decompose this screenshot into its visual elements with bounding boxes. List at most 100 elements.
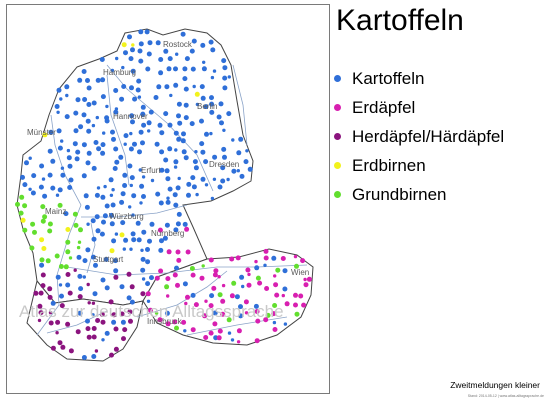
survey-dot <box>100 319 106 325</box>
survey-dot <box>158 247 164 253</box>
survey-dot <box>167 186 173 192</box>
survey-dot <box>30 221 36 227</box>
survey-dot <box>220 165 226 171</box>
survey-dot <box>239 173 245 179</box>
survey-dot <box>56 87 62 93</box>
survey-dot <box>83 193 89 199</box>
survey-dot <box>135 220 141 226</box>
survey-dot <box>234 294 240 300</box>
survey-dot <box>294 263 299 269</box>
survey-dot <box>175 282 180 288</box>
survey-dot <box>42 214 48 220</box>
survey-dot <box>92 291 98 297</box>
survey-dot <box>209 293 215 299</box>
survey-dot <box>203 159 209 165</box>
survey-dot <box>110 129 115 135</box>
dialect-map[interactable]: Atlas zur deutschen Alltagssprache Rosto… <box>7 5 329 393</box>
survey-dot <box>120 319 126 325</box>
survey-dot <box>213 335 219 341</box>
survey-dot <box>167 122 173 128</box>
survey-dot <box>54 104 60 109</box>
survey-dot <box>102 131 106 135</box>
survey-dot <box>130 231 136 237</box>
survey-dot <box>149 275 154 281</box>
survey-dot <box>127 163 133 169</box>
survey-dot <box>175 249 181 255</box>
survey-dot <box>183 155 189 161</box>
survey-dot <box>141 277 146 281</box>
survey-dot <box>163 111 169 117</box>
footnote-small: Stand: 2014-05-12 | www.atlas-alltagsspr… <box>467 394 544 398</box>
survey-dot <box>189 121 195 127</box>
city-label-muenster: Münster <box>27 128 56 137</box>
survey-dot <box>181 131 186 137</box>
survey-dot <box>220 298 226 304</box>
survey-dot <box>298 293 304 299</box>
survey-dot <box>100 142 106 148</box>
survey-dot <box>137 95 142 99</box>
survey-dot <box>254 309 260 314</box>
survey-dot <box>209 95 214 101</box>
survey-dot <box>191 38 197 44</box>
survey-dot <box>65 249 71 255</box>
survey-dot <box>236 340 241 344</box>
survey-dot <box>186 181 192 187</box>
survey-dot <box>222 85 228 91</box>
survey-dot <box>101 219 106 225</box>
survey-dot <box>243 159 249 165</box>
legend-item-erdbirnen: Erdbirnen <box>334 151 504 180</box>
survey-dot <box>57 340 63 346</box>
survey-dot <box>129 299 135 305</box>
survey-dot <box>185 294 190 300</box>
survey-dot <box>40 283 46 289</box>
survey-dot <box>128 146 134 152</box>
survey-dot <box>47 286 53 292</box>
legend-dot-icon <box>334 104 341 111</box>
survey-dot <box>300 258 306 264</box>
map-frame: Atlas zur deutschen Alltagssprache Rosto… <box>6 4 330 394</box>
survey-dot <box>175 52 179 56</box>
survey-dot <box>85 118 91 124</box>
survey-dot <box>85 247 91 253</box>
survey-dot <box>127 34 132 40</box>
survey-dot <box>110 68 115 73</box>
survey-dot <box>183 86 189 92</box>
survey-dot <box>39 163 45 169</box>
survey-dot <box>120 191 126 197</box>
survey-dot <box>109 221 115 227</box>
survey-dot <box>264 286 270 291</box>
survey-dot <box>85 160 91 166</box>
survey-dot <box>157 227 163 233</box>
survey-dot <box>164 168 170 174</box>
city-label-wien: Wien <box>291 268 309 277</box>
survey-dot <box>59 303 65 309</box>
survey-dot <box>111 319 117 325</box>
survey-dot <box>81 173 87 179</box>
survey-dot <box>114 159 120 165</box>
survey-dot <box>203 335 209 340</box>
survey-dot <box>40 218 46 224</box>
survey-dot <box>217 275 221 279</box>
survey-dot <box>68 348 74 354</box>
survey-dot <box>263 255 269 261</box>
city-label-rostock: Rostock <box>163 40 193 49</box>
survey-dot <box>77 273 83 279</box>
survey-dot <box>131 193 137 199</box>
survey-dot <box>66 148 71 153</box>
survey-dot <box>139 183 145 189</box>
survey-dot <box>157 317 163 323</box>
survey-dot <box>109 248 115 254</box>
survey-dot <box>47 172 53 178</box>
survey-dot <box>104 285 110 291</box>
survey-dot <box>138 168 142 172</box>
survey-dot <box>86 282 90 287</box>
survey-dot <box>176 257 182 263</box>
survey-dot <box>182 76 188 82</box>
legend-label: Erdäpfel <box>352 97 416 117</box>
survey-dot <box>60 166 65 170</box>
survey-dot <box>22 203 28 209</box>
survey-dot <box>158 57 164 62</box>
survey-dot <box>293 254 298 259</box>
survey-dot <box>147 40 153 46</box>
survey-dot <box>108 177 114 183</box>
